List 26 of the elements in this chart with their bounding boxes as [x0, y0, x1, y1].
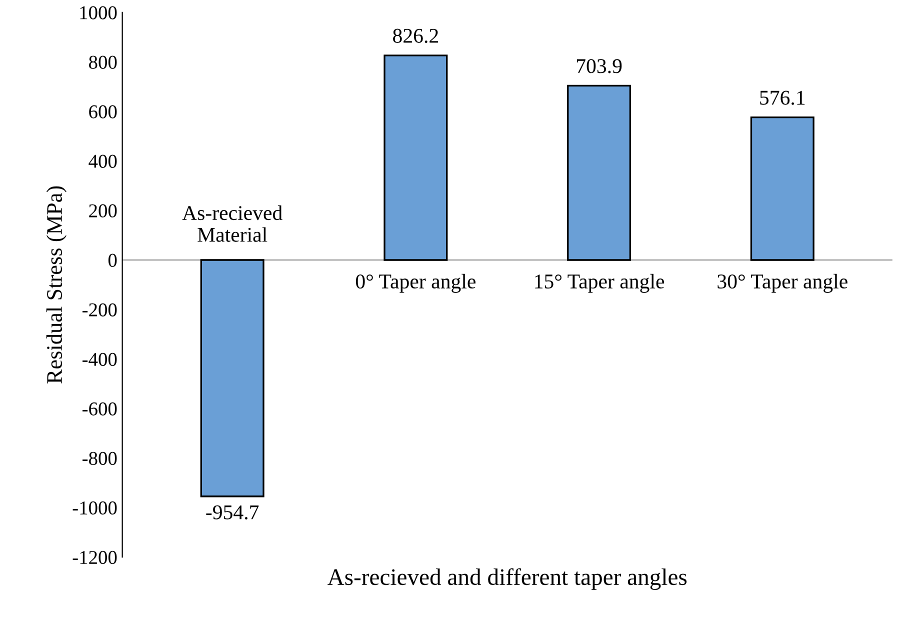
y-tick-label: 200	[89, 204, 117, 218]
y-tick-label: 400	[88, 154, 117, 168]
x-axis-title: As-recieved and different taper angles	[328, 568, 687, 590]
y-tick-label: 0	[108, 254, 117, 267]
y-tick-label: -1200	[72, 550, 117, 564]
y-tick-label: 800	[89, 56, 117, 69]
data-label: 576.1	[760, 90, 805, 105]
y-tick-label: -400	[82, 352, 117, 366]
x-tick-label: 30° Taper angle	[718, 274, 848, 293]
x-tick-label: 15° Taper angle	[535, 274, 664, 293]
y-tick-label: -600	[82, 402, 117, 416]
x-tick-label: As-recieved Material	[182, 205, 282, 242]
y-tick-label: -200	[82, 303, 117, 316]
data-label: 703.9	[576, 59, 622, 74]
bar	[567, 84, 632, 261]
bar	[200, 259, 264, 498]
y-tick-label: -1000	[72, 501, 117, 515]
y-axis-title: Residual Stress (MPa)	[46, 186, 67, 384]
y-tick-label: 600	[89, 105, 117, 118]
bar	[384, 54, 448, 261]
bar	[750, 116, 814, 261]
x-tick-label: 0° Taper angle	[356, 274, 476, 293]
data-label: -954.7	[206, 505, 259, 520]
data-label: 826.2	[393, 28, 438, 43]
y-tick-label: 1000	[80, 6, 117, 20]
y-tick-label: -800	[82, 452, 117, 465]
